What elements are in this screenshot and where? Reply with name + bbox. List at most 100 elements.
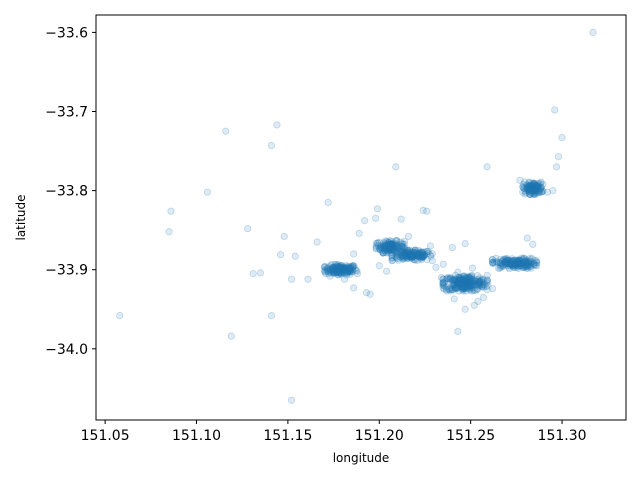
cluster-point <box>455 282 464 290</box>
cluster-point <box>469 284 477 292</box>
cluster-point <box>530 186 538 195</box>
cluster-point <box>516 259 524 268</box>
cluster-point <box>531 185 539 193</box>
scatter-point <box>267 141 276 150</box>
cluster-point <box>531 190 539 198</box>
cluster-point <box>412 253 420 261</box>
cluster-point <box>522 262 531 270</box>
cluster-point <box>385 245 393 254</box>
cluster-point <box>335 267 344 275</box>
cluster-point <box>508 260 516 268</box>
cluster-point <box>458 283 466 291</box>
cluster-point <box>376 245 384 253</box>
cluster-point <box>330 267 338 275</box>
cluster-point <box>398 252 406 260</box>
cluster-point <box>514 260 522 268</box>
cluster-point <box>513 263 521 272</box>
cluster-point <box>392 237 401 245</box>
cluster-point <box>398 250 406 258</box>
cluster-point <box>462 275 471 283</box>
cluster-point <box>398 243 406 251</box>
cluster-point <box>530 261 538 269</box>
cluster-point <box>525 260 533 269</box>
cluster-point <box>414 249 422 258</box>
cluster-point <box>449 286 457 294</box>
cluster-point <box>386 246 394 254</box>
scatter-point <box>273 121 281 129</box>
scatter-point <box>432 263 440 271</box>
cluster-point <box>385 240 393 248</box>
scatter-point <box>116 311 124 320</box>
cluster-point <box>331 266 339 274</box>
cluster-point <box>510 258 518 266</box>
cluster-point <box>387 237 396 246</box>
cluster-point <box>531 184 539 193</box>
cluster-point <box>388 245 396 253</box>
cluster-point <box>455 276 463 284</box>
cluster-point <box>428 257 436 265</box>
cluster-point <box>526 182 534 190</box>
cluster-point <box>461 277 470 285</box>
cluster-point <box>462 278 470 286</box>
cluster-point <box>523 257 532 266</box>
cluster-point <box>522 184 530 192</box>
cluster-point <box>466 282 475 290</box>
cluster-point <box>385 245 393 253</box>
cluster-point <box>533 184 541 192</box>
cluster-point <box>332 260 340 269</box>
cluster-point <box>500 255 508 263</box>
cluster-point <box>333 268 342 276</box>
cluster-point <box>501 255 509 263</box>
cluster-point <box>393 243 401 251</box>
cluster-point <box>472 276 480 284</box>
cluster-point <box>414 250 422 258</box>
cluster-point <box>444 275 452 283</box>
cluster-point <box>461 275 470 283</box>
cluster-point <box>401 250 410 258</box>
cluster-point <box>385 244 394 253</box>
cluster-point <box>393 250 401 259</box>
cluster-point <box>337 262 346 270</box>
cluster-point <box>526 183 534 191</box>
cluster-point <box>402 248 410 256</box>
cluster-point <box>531 181 539 189</box>
cluster-point <box>328 266 337 275</box>
cluster-point <box>373 239 382 247</box>
cluster-point <box>533 185 541 193</box>
cluster-point <box>521 187 529 195</box>
cluster-point <box>474 275 482 284</box>
cluster-point <box>377 244 385 252</box>
cluster-point <box>519 183 527 191</box>
cluster-point <box>410 248 419 257</box>
scatter-point <box>552 163 561 171</box>
cluster-point <box>392 246 400 255</box>
cluster-point <box>525 259 533 267</box>
y-tick-label: −33.6 <box>45 25 88 41</box>
cluster-point <box>530 190 539 198</box>
cluster-point <box>393 251 401 259</box>
cluster-point <box>507 258 515 267</box>
cluster-point <box>442 283 450 291</box>
cluster-point <box>455 280 463 288</box>
cluster-point <box>408 251 416 260</box>
scatter-point <box>419 206 427 214</box>
cluster-point <box>483 281 491 290</box>
cluster-point <box>443 287 451 295</box>
cluster-point <box>501 259 509 267</box>
cluster-point <box>344 266 353 274</box>
cluster-point <box>461 283 469 291</box>
cluster-point <box>391 241 399 249</box>
cluster-point <box>520 255 528 263</box>
cluster-point <box>340 266 348 274</box>
cluster-point <box>529 190 538 198</box>
x-tick-label: 151.25 <box>446 428 495 444</box>
cluster-point <box>334 262 342 270</box>
cluster-point <box>337 265 345 273</box>
cluster-point <box>397 243 406 251</box>
cluster-point <box>522 258 531 266</box>
cluster-point <box>323 264 332 272</box>
cluster-point <box>457 282 465 290</box>
scatter-point <box>227 332 235 340</box>
cluster-point <box>329 265 338 273</box>
cluster-point <box>530 186 539 194</box>
